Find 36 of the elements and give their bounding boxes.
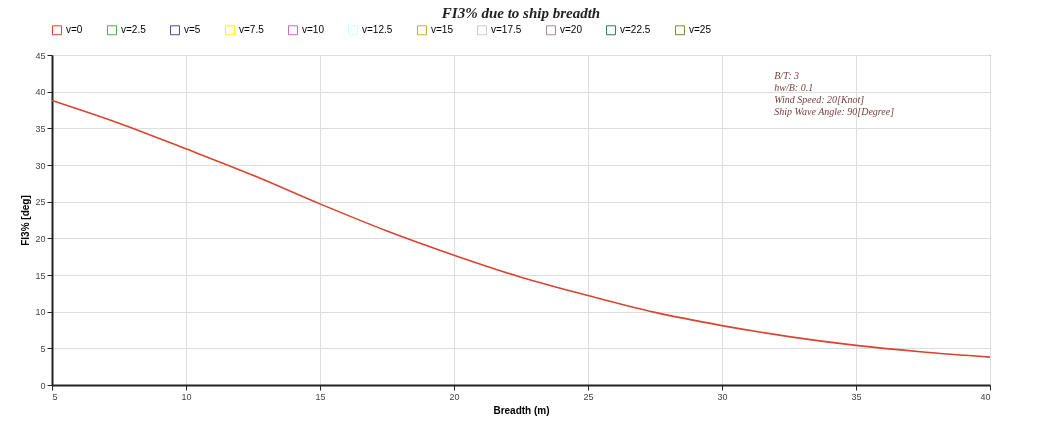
legend-label: v=17.5 (491, 24, 522, 36)
legend-label: v=5 (184, 24, 201, 36)
x-tick-label: 15 (315, 391, 326, 402)
x-tick-label: 10 (181, 391, 192, 402)
legend-label: v=12.5 (362, 24, 393, 36)
legend-label: v=15 (431, 24, 454, 36)
y-tick-label: 40 (35, 87, 46, 98)
annotation: hw/B: 0.1 (774, 82, 814, 93)
y-tick-label: 15 (35, 270, 46, 281)
annotation: Wind Speed: 20[Knot] (774, 94, 865, 105)
x-tick-label: 30 (717, 391, 728, 402)
legend-label: v=2.5 (121, 24, 147, 36)
x-tick-label: 35 (851, 391, 862, 402)
y-tick-label: 30 (35, 160, 46, 171)
y-tick-label: 20 (35, 233, 46, 244)
legend-label: v=10 (302, 24, 325, 36)
y-tick-label: 5 (40, 343, 46, 354)
y-tick-label: 45 (35, 50, 46, 61)
legend-label: v=22.5 (620, 24, 651, 36)
annotation: B/T: 3 (774, 70, 799, 81)
y-tick-label: 35 (35, 123, 46, 134)
y-tick-label: 10 (35, 307, 46, 318)
chart-title: FI3% due to ship breadth (440, 5, 601, 21)
annotation: Ship Wave Angle: 90[Degree] (774, 106, 895, 117)
x-tick-label: 25 (583, 391, 594, 402)
legend-label: v=20 (560, 24, 583, 36)
legend-label: v=25 (689, 24, 712, 36)
x-tick-label: 5 (52, 391, 58, 402)
legend-label: v=0 (66, 24, 83, 36)
y-axis-title: FI3% [deg] (20, 195, 32, 246)
x-tick-label: 40 (980, 391, 991, 402)
x-tick-label: 20 (449, 391, 460, 402)
y-tick-label: 25 (35, 197, 46, 208)
legend-label: v=7.5 (239, 24, 265, 36)
x-axis-title: Breadth (m) (493, 404, 550, 416)
y-tick-label: 0 (40, 380, 46, 391)
